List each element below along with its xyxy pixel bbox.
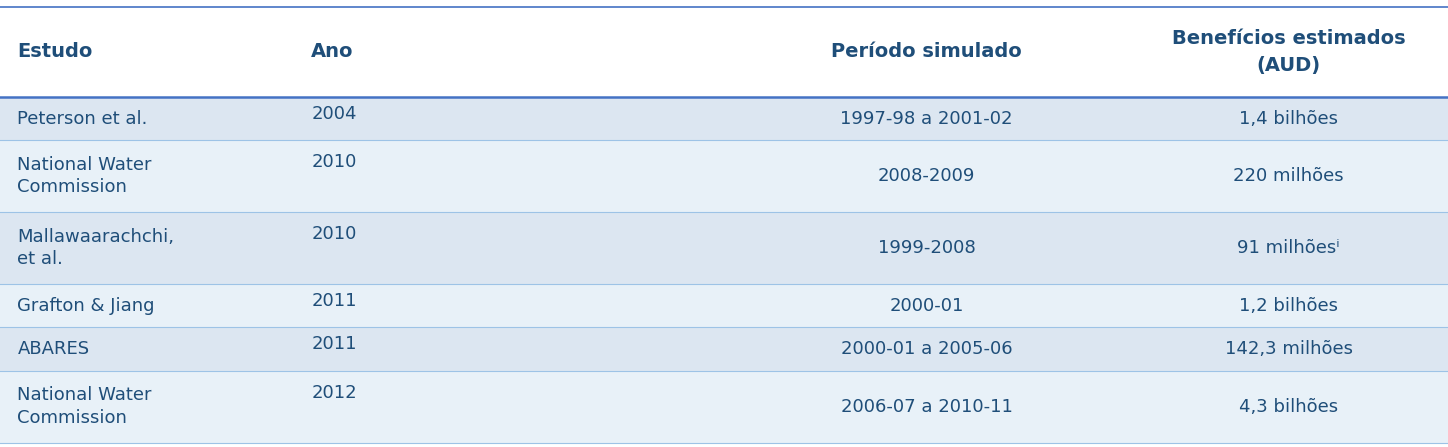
Bar bbox=[0, 140, 1448, 212]
Text: 2010: 2010 bbox=[311, 153, 356, 171]
Text: Grafton & Jiang: Grafton & Jiang bbox=[17, 297, 155, 315]
Text: 2000-01 a 2005-06: 2000-01 a 2005-06 bbox=[841, 340, 1012, 358]
Bar bbox=[0, 327, 1448, 371]
Text: Peterson et al.: Peterson et al. bbox=[17, 110, 148, 128]
Text: 4,3 bilhões: 4,3 bilhões bbox=[1239, 397, 1338, 416]
Text: ABARES: ABARES bbox=[17, 340, 90, 358]
Text: National Water
Commission: National Water Commission bbox=[17, 156, 152, 196]
Bar bbox=[0, 97, 1448, 140]
Text: 1999-2008: 1999-2008 bbox=[877, 239, 976, 257]
Text: Estudo: Estudo bbox=[17, 42, 93, 61]
Text: 2006-07 a 2010-11: 2006-07 a 2010-11 bbox=[841, 397, 1012, 416]
Bar bbox=[0, 284, 1448, 327]
Text: Ano: Ano bbox=[311, 42, 353, 61]
Text: 220 milhões: 220 milhões bbox=[1234, 167, 1344, 186]
Text: Benefícios estimados
(AUD): Benefícios estimados (AUD) bbox=[1171, 29, 1406, 75]
Text: Período simulado: Período simulado bbox=[831, 42, 1022, 61]
Bar bbox=[0, 212, 1448, 284]
Text: 2012: 2012 bbox=[311, 384, 358, 401]
Text: 2008-2009: 2008-2009 bbox=[877, 167, 976, 186]
Text: 91 milhõesⁱ: 91 milhõesⁱ bbox=[1238, 239, 1339, 257]
Text: 142,3 milhões: 142,3 milhões bbox=[1225, 340, 1352, 358]
Text: 1,4 bilhões: 1,4 bilhões bbox=[1239, 110, 1338, 128]
Text: Mallawaarachchi,
et al.: Mallawaarachchi, et al. bbox=[17, 228, 174, 268]
Text: 2010: 2010 bbox=[311, 225, 356, 243]
Text: 2011: 2011 bbox=[311, 335, 356, 353]
Bar bbox=[0, 371, 1448, 443]
Text: 1,2 bilhões: 1,2 bilhões bbox=[1239, 297, 1338, 315]
Text: 1997-98 a 2001-02: 1997-98 a 2001-02 bbox=[840, 110, 1014, 128]
Text: 2004: 2004 bbox=[311, 105, 356, 123]
Text: 2011: 2011 bbox=[311, 292, 356, 310]
Text: National Water
Commission: National Water Commission bbox=[17, 387, 152, 426]
Text: 2000-01: 2000-01 bbox=[889, 297, 964, 315]
